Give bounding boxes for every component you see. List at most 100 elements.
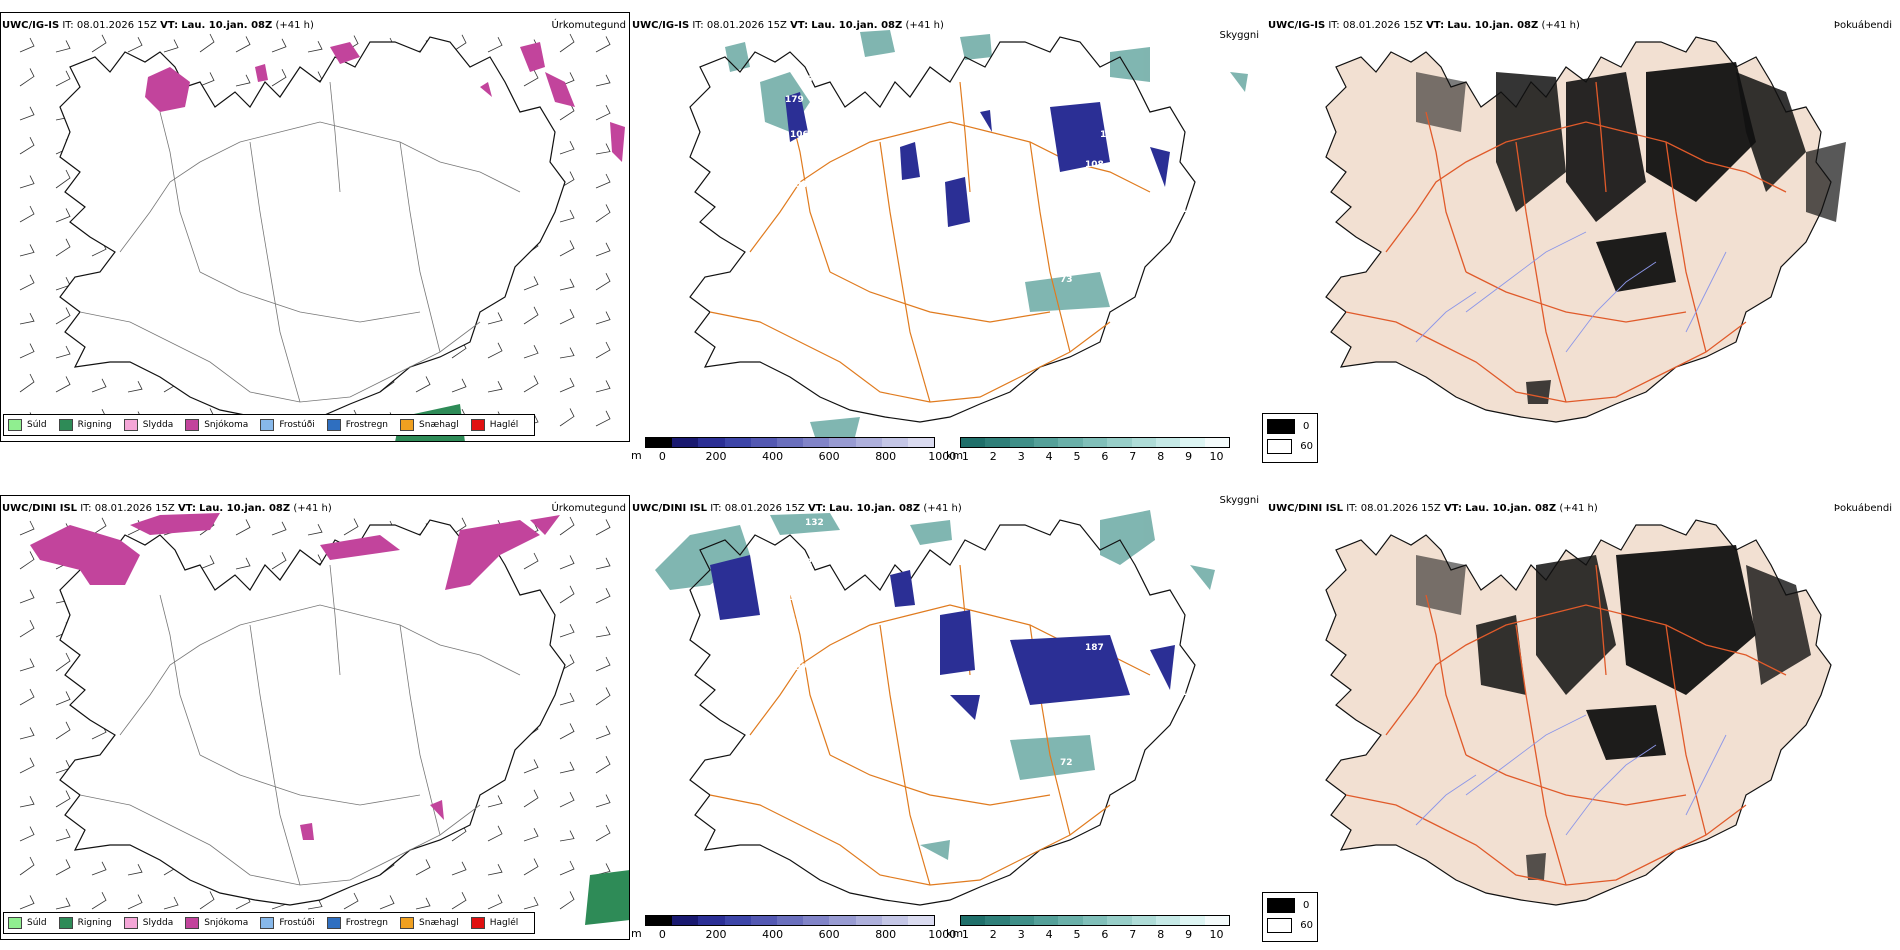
colorbar-swatch [1131, 438, 1156, 447]
colorbar-ticks: 1 2 3 4 5 6 7 8 9 10 [960, 926, 1230, 941]
panel-header: UWC/DINI ISL IT: 08.01.2026 15Z VT: Lau.… [632, 503, 962, 514]
colorbar-tick-label: 5 [1073, 928, 1081, 941]
legend-swatch [123, 917, 138, 929]
colorbar-swatch [1034, 916, 1059, 925]
cloudbase-value-label: 41 [1175, 205, 1188, 215]
legend-item: Rigning [58, 419, 112, 431]
colorbar-swatch [1058, 438, 1083, 447]
cloudbase-value-label: 21 [1110, 598, 1123, 608]
legend-swatch [470, 917, 485, 929]
colorbar-tick-label: 4 [1045, 928, 1053, 941]
precip-type-legend: Súld Rigning Slydda Snjókoma Frostúði Frostre… [3, 912, 536, 934]
legend-label: Snæhagl [419, 420, 459, 430]
panel-header: UWC/IG-IS IT: 08.01.2026 15Z VT: Lau. 10… [2, 20, 314, 31]
fog-panel-bottom: UWC/DINI ISL IT: 08.01.2026 15Z VT: Lau.… [1266, 495, 1896, 925]
colorbar-swatch [881, 916, 908, 925]
cloudbase-value-label: 104 [1100, 613, 1119, 623]
colorbar-tick-label: 5 [1073, 450, 1081, 463]
cloudbase-labels: 132 190 124 100 37 104 21 187 12 51 72 11 43 41 78 [780, 518, 1188, 768]
iceland-map-cloud-bottom: 132 190 124 100 37 104 21 187 12 51 72 11 43 41 78 [655, 510, 1215, 906]
colorbar-unit: km [946, 927, 964, 940]
panel-header: UWC/IG-IS IT: 08.01.2026 15Z VT: Lau. 10… [632, 20, 944, 31]
river-network [1415, 714, 1727, 836]
cloudbase-value-label: 73 [1060, 275, 1073, 285]
legend-item: Rigning [58, 917, 112, 929]
colorbar-tick-label: 7 [1129, 928, 1137, 941]
fog-legend-swatch [1267, 419, 1295, 434]
legend-swatch [326, 419, 341, 431]
river-network [1415, 231, 1727, 353]
cloudbase-value-label: 41 [780, 593, 793, 603]
cloudbase-value-label: 78 [900, 638, 913, 648]
snow-areas [145, 42, 625, 162]
parameter-label: Þokuábendi [1833, 503, 1892, 514]
colorbar-unit: m [631, 449, 642, 462]
colorbar-tick-label: 3 [1017, 928, 1025, 941]
cloudbase-value-label: 33 [1000, 165, 1013, 175]
legend-item: Snæhagl [400, 419, 459, 431]
legend-label: Súld [27, 918, 47, 928]
parameter-label: Skyggni [1219, 495, 1259, 506]
colorbar-swatch [907, 438, 935, 447]
colorbar-tick-label: 10 [1209, 450, 1224, 463]
legend-label: Snjókoma [204, 420, 249, 430]
colorbar-tick-label: 6 [1101, 450, 1109, 463]
colorbar-tick-label: 1000 [928, 450, 957, 463]
legend-item: Súld [8, 917, 47, 929]
cloudbase-colorbar-top: m 0 200 400 600 800 1000 [631, 437, 956, 467]
colorbar-swatches [960, 915, 1230, 926]
colorbar-tick-label: 200 [705, 450, 727, 463]
colorbar-swatch [724, 438, 751, 447]
legend-item: Súld [8, 419, 47, 431]
colorbar-swatch [750, 438, 777, 447]
iceland-map-precip-top [19, 33, 625, 442]
legend-item: Haglél [470, 419, 518, 431]
fog-legend-label: 0 [1303, 900, 1310, 911]
cloudbase-value-label: 190 [785, 578, 804, 588]
colorbar-swatch [985, 438, 1010, 447]
cloudbase-value-label: 37 [795, 663, 808, 673]
legend-label: Snæhagl [419, 918, 459, 928]
colorbar-swatch [776, 916, 804, 925]
panel-header: UWC/DINI ISL IT: 08.01.2026 15Z VT: Lau.… [2, 503, 332, 514]
cloudbase-labels: 92 179 954 106 84 104 41 108 7 33 73 41 [785, 35, 1188, 285]
cloudbase-value-label: 954 [800, 75, 819, 85]
legend-item: Frostúði [260, 419, 315, 431]
fog-legend-row: 60 [1267, 439, 1313, 454]
parameter-label: Úrkomutegund [551, 503, 626, 514]
cloudbase-value-label: 12 [825, 713, 838, 723]
legend-item: Frostregn [326, 917, 388, 929]
legend-item: Slydda [123, 917, 173, 929]
fog-legend-label: 60 [1300, 441, 1313, 452]
cloud-panel-top: 92 179 954 106 84 104 41 108 7 33 73 41 UWC/IG-IS I… [630, 12, 1260, 442]
legend-swatch [400, 917, 415, 929]
legend-swatch [58, 917, 73, 929]
colorbar-tick-label: 200 [705, 928, 727, 941]
cloudbase-value-label: 72 [1060, 758, 1073, 768]
legend-swatch [123, 419, 138, 431]
colorbar-tick-label: 0 [658, 928, 666, 941]
colorbar-swatch [750, 916, 777, 925]
legend-label: Rigning [77, 918, 112, 928]
colorbar-swatch [1009, 438, 1035, 447]
colorbar-swatch [1009, 916, 1035, 925]
colorbar-swatch [672, 438, 699, 447]
cloudbase-value-label: 124 [800, 558, 819, 568]
legend-swatch [8, 419, 22, 431]
legend-label: Slydda [142, 420, 174, 430]
cloudbase-value-label: 43 [820, 583, 833, 593]
colorbar-swatch [1131, 916, 1156, 925]
colorbar-unit: km [946, 449, 964, 462]
colorbar-tick-label: 1 [961, 928, 969, 941]
colorbar-swatch [829, 916, 856, 925]
colorbar-swatches [645, 915, 935, 926]
fog-panel-top: UWC/IG-IS IT: 08.01.2026 15Z VT: Lau. 10… [1266, 12, 1896, 442]
cloudbase-value-label: 11 [1175, 688, 1188, 698]
precip-panel-top: UWC/IG-IS IT: 08.01.2026 15Z VT: Lau. 10… [0, 12, 630, 442]
visibility-colorbar-top: km 1 2 3 4 5 6 7 8 9 10 [946, 437, 1230, 467]
cloudbase-value-label: 84 [795, 180, 808, 190]
panel-header: UWC/DINI ISL IT: 08.01.2026 15Z VT: Lau.… [1268, 503, 1598, 514]
colorbar-tick-label: 10 [1209, 928, 1224, 941]
colorbar-swatch [855, 916, 882, 925]
legend-label: Frostregn [345, 420, 389, 430]
